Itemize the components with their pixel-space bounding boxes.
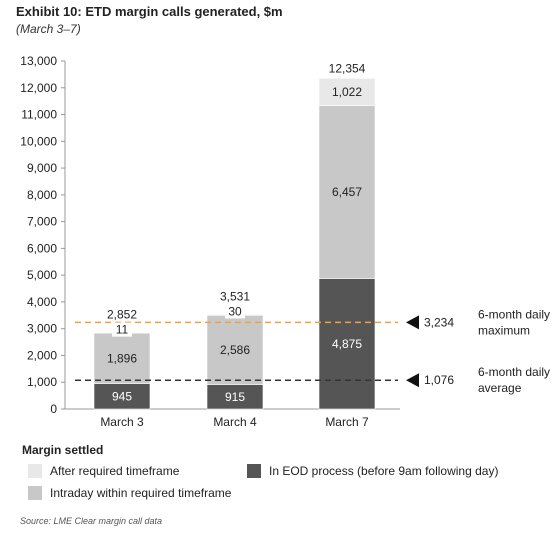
data-label: 915 <box>225 390 245 404</box>
x-tick-label: March 4 <box>213 415 257 429</box>
data-label-bg <box>112 322 132 337</box>
reference-value: 3,234 <box>424 315 454 329</box>
total-label: 2,852 <box>107 308 137 322</box>
y-tick-label: 6,000 <box>27 241 57 255</box>
legend-label-intraday: Intraday within required timeframe <box>50 486 232 500</box>
bar-segment <box>318 105 376 279</box>
reference-value: 1,076 <box>424 373 454 387</box>
legend-swatch-after-required <box>28 464 42 478</box>
legend-item-after-required: After required timeframe <box>28 464 179 478</box>
stacked-bar-chart: 0 1,000 2,000 3,000 4,000 5,000 6,000 7,000 8,00… <box>20 54 550 429</box>
y-tick-label: 5,000 <box>27 268 57 282</box>
data-label: 2,586 <box>220 343 250 357</box>
legend-swatch-intraday <box>28 486 42 500</box>
data-label: 11 <box>116 323 129 337</box>
y-tick-label: 10,000 <box>20 134 57 148</box>
legend-label-eod-process: In EOD process (before 9am following day… <box>269 464 499 478</box>
total-label: 12,354 <box>329 61 366 75</box>
y-tick-label: 11,000 <box>21 108 57 122</box>
legend-title: Margin settled <box>22 443 104 457</box>
data-label: 30 <box>228 304 242 318</box>
y-tick-label: 1,000 <box>27 375 57 389</box>
y-tick-label: 4,000 <box>27 295 57 309</box>
data-label-bg <box>225 304 245 319</box>
legend-swatch-eod-process <box>247 464 261 478</box>
reference-label: average <box>478 381 522 395</box>
bar-segment <box>318 77 376 106</box>
bar-segment <box>93 332 151 385</box>
chart-title: Exhibit 10: ETD margin calls generated, … <box>16 4 283 19</box>
total-label: 3,531 <box>220 289 250 303</box>
x-tick-label: March 7 <box>325 415 369 429</box>
data-label: 945 <box>112 389 132 403</box>
data-label: 1,022 <box>332 85 362 99</box>
bar-segment <box>93 383 151 410</box>
bar-segment <box>318 278 376 410</box>
reference-marker-icon <box>406 315 419 330</box>
legend-label-after-required: After required timeframe <box>50 464 180 478</box>
y-tick-label: 3,000 <box>27 322 57 336</box>
y-tick-label: 12,000 <box>20 81 57 95</box>
y-tick-label: 8,000 <box>27 188 57 202</box>
reference-label: 6-month daily <box>478 307 550 321</box>
legend-item-eod-process: In EOD process (before 9am following day… <box>247 464 498 478</box>
y-tick-label: 7,000 <box>27 215 57 229</box>
data-label: 1,896 <box>107 351 137 365</box>
data-label: 6,457 <box>332 185 362 199</box>
x-tick-label: March 3 <box>100 415 144 429</box>
y-tick-label: 2,000 <box>27 348 57 362</box>
source-note: Source: LME Clear margin call data <box>20 516 163 526</box>
legend-item-intraday: Intraday within required timeframe <box>28 486 231 500</box>
data-label: 4,875 <box>332 337 362 351</box>
y-tick-label: 13,000 <box>20 54 57 68</box>
reference-marker-icon <box>406 373 419 388</box>
reference-label: maximum <box>478 323 530 337</box>
chart-subtitle: (March 3–7) <box>16 22 81 36</box>
reference-label: 6-month daily <box>478 365 550 379</box>
y-tick-label: 9,000 <box>27 161 57 175</box>
y-tick-label: 0 <box>50 402 57 416</box>
